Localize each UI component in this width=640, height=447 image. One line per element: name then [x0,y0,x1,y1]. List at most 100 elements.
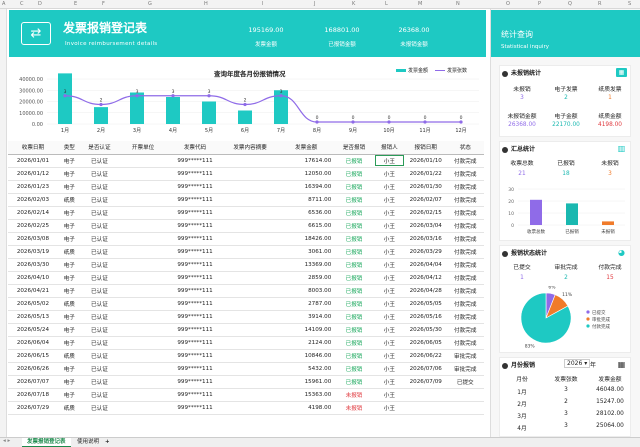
table-cell[interactable]: 小王 [373,375,405,389]
table-cell[interactable]: 付款完成 [446,284,484,298]
table-cell[interactable]: 999*****111 [168,180,223,194]
table-cell[interactable]: 付款完成 [446,245,484,259]
table-cell[interactable]: 小王 [373,284,405,298]
table-cell[interactable]: 付款完成 [446,154,484,168]
table-cell[interactable]: 电子 [57,180,81,194]
table-cell[interactable]: 已报销 [334,349,374,363]
table-cell[interactable] [118,323,169,337]
table-cell[interactable]: 12050.00 [278,167,335,181]
table-cell[interactable] [118,388,169,402]
table-cell[interactable]: 已报销 [334,310,374,324]
table-cell[interactable]: 2026/02/25 [8,219,58,233]
table-cell[interactable]: 999*****111 [168,375,223,389]
table-cell[interactable] [222,232,279,246]
column-header-9[interactable]: 报销日期 [404,141,447,155]
table-cell[interactable]: 6536.00 [278,206,335,220]
table-cell[interactable]: 纸质 [57,349,81,363]
table-cell[interactable] [118,349,169,363]
table-cell[interactable]: 15363.00 [278,388,335,402]
column-header-a[interactable]: A [2,1,6,7]
column-header-6[interactable]: 发票金额 [278,141,335,155]
table-cell[interactable]: 2026/02/07 [404,193,447,207]
column-header-5[interactable]: 发票内容摘要 [222,141,279,155]
column-header-4[interactable]: 发票代码 [168,141,223,155]
table-cell[interactable]: 小王 [373,219,405,233]
table-cell[interactable]: 小王 [373,180,405,194]
table-cell[interactable]: 付款完成 [446,219,484,233]
table-cell[interactable]: 999*****111 [168,206,223,220]
table-cell[interactable]: 2026/06/04 [8,336,58,350]
table-cell[interactable]: 电子 [57,323,81,337]
table-cell[interactable]: 电子 [57,219,81,233]
table-cell[interactable]: 999*****111 [168,362,223,376]
table-cell[interactable]: 付款完成 [446,258,484,272]
table-cell[interactable]: 付款完成 [446,167,484,181]
table-cell[interactable]: 2026/04/28 [404,284,447,298]
table-cell[interactable]: 2026/06/15 [8,349,58,363]
table-cell[interactable]: 已报销 [334,284,374,298]
table-cell[interactable] [222,323,279,337]
table-cell[interactable]: 付款完成 [446,206,484,220]
table-cell[interactable] [118,245,169,259]
table-cell[interactable]: 小王 [373,310,405,324]
table-cell[interactable]: 2026/07/09 [404,375,447,389]
column-header-10[interactable]: 状态 [446,141,484,155]
table-cell[interactable]: 付款完成 [446,297,484,311]
table-cell[interactable]: 已报销 [334,362,374,376]
table-cell[interactable]: 999*****111 [168,310,223,324]
table-cell[interactable]: 电子 [57,310,81,324]
sheet-nav-icons[interactable]: ◂ ▸ [3,438,11,444]
table-cell[interactable]: 999*****111 [168,232,223,246]
table-cell[interactable]: 2124.00 [278,336,335,350]
table-cell[interactable]: 已提交 [446,375,484,389]
column-header-8[interactable]: 报销人 [373,141,405,155]
table-cell[interactable]: 已报销 [334,271,374,285]
column-header-r[interactable]: R [598,1,602,7]
year-select[interactable]: 2026 ▾ [564,359,591,368]
table-cell[interactable]: 电子 [57,375,81,389]
table-cell[interactable]: 2026/07/18 [8,388,58,402]
table-cell[interactable]: 999*****111 [168,258,223,272]
table-cell[interactable]: 付款完成 [446,193,484,207]
table-cell[interactable]: 已认证 [80,336,119,350]
table-cell[interactable]: 已认证 [80,388,119,402]
table-cell[interactable]: 15961.00 [278,375,335,389]
table-cell[interactable]: 小王 [373,362,405,376]
table-cell[interactable]: 电子 [57,206,81,220]
table-cell[interactable]: 999*****111 [168,284,223,298]
table-cell[interactable]: 999*****111 [168,245,223,259]
table-cell[interactable]: 小王 [373,323,405,337]
table-cell[interactable]: 小王 [373,297,405,311]
table-cell[interactable]: 3061.00 [278,245,335,259]
table-cell[interactable]: 审批完成 [446,362,484,376]
table-cell[interactable]: 小王 [373,193,405,207]
column-header-s[interactable]: S [628,1,632,7]
table-cell[interactable]: 999*****111 [168,167,223,181]
table-cell[interactable]: 999*****111 [168,271,223,285]
table-cell[interactable]: 18426.00 [278,232,335,246]
pie-chart-icon[interactable]: ◕ [618,248,625,257]
table-cell[interactable] [118,232,169,246]
table-cell[interactable] [118,297,169,311]
table-cell[interactable]: 已报销 [334,154,374,168]
column-header-o[interactable]: O [506,1,510,7]
table-cell[interactable]: 已报销 [334,258,374,272]
table-cell[interactable]: 2859.00 [278,271,335,285]
table-cell[interactable]: 纸质 [57,297,81,311]
table-cell[interactable]: 已报销 [334,180,374,194]
column-header-q[interactable]: Q [568,1,572,7]
table-cell[interactable]: 999*****111 [168,401,223,415]
table-cell[interactable] [446,401,484,415]
table-cell[interactable]: 小王 [373,258,405,272]
table-cell[interactable]: 电子 [57,388,81,402]
table-cell[interactable]: 已认证 [80,271,119,285]
table-cell[interactable]: 3914.00 [278,310,335,324]
table-cell[interactable]: 8003.00 [278,284,335,298]
table-cell[interactable]: 2026/01/12 [8,167,58,181]
table-cell[interactable]: 5432.00 [278,362,335,376]
table-cell[interactable]: 2026/01/22 [404,167,447,181]
table-cell[interactable]: 2026/01/30 [404,180,447,194]
table-cell[interactable]: 999*****111 [168,336,223,350]
table-cell[interactable]: 小王 [373,154,405,168]
table-cell[interactable]: 已认证 [80,193,119,207]
